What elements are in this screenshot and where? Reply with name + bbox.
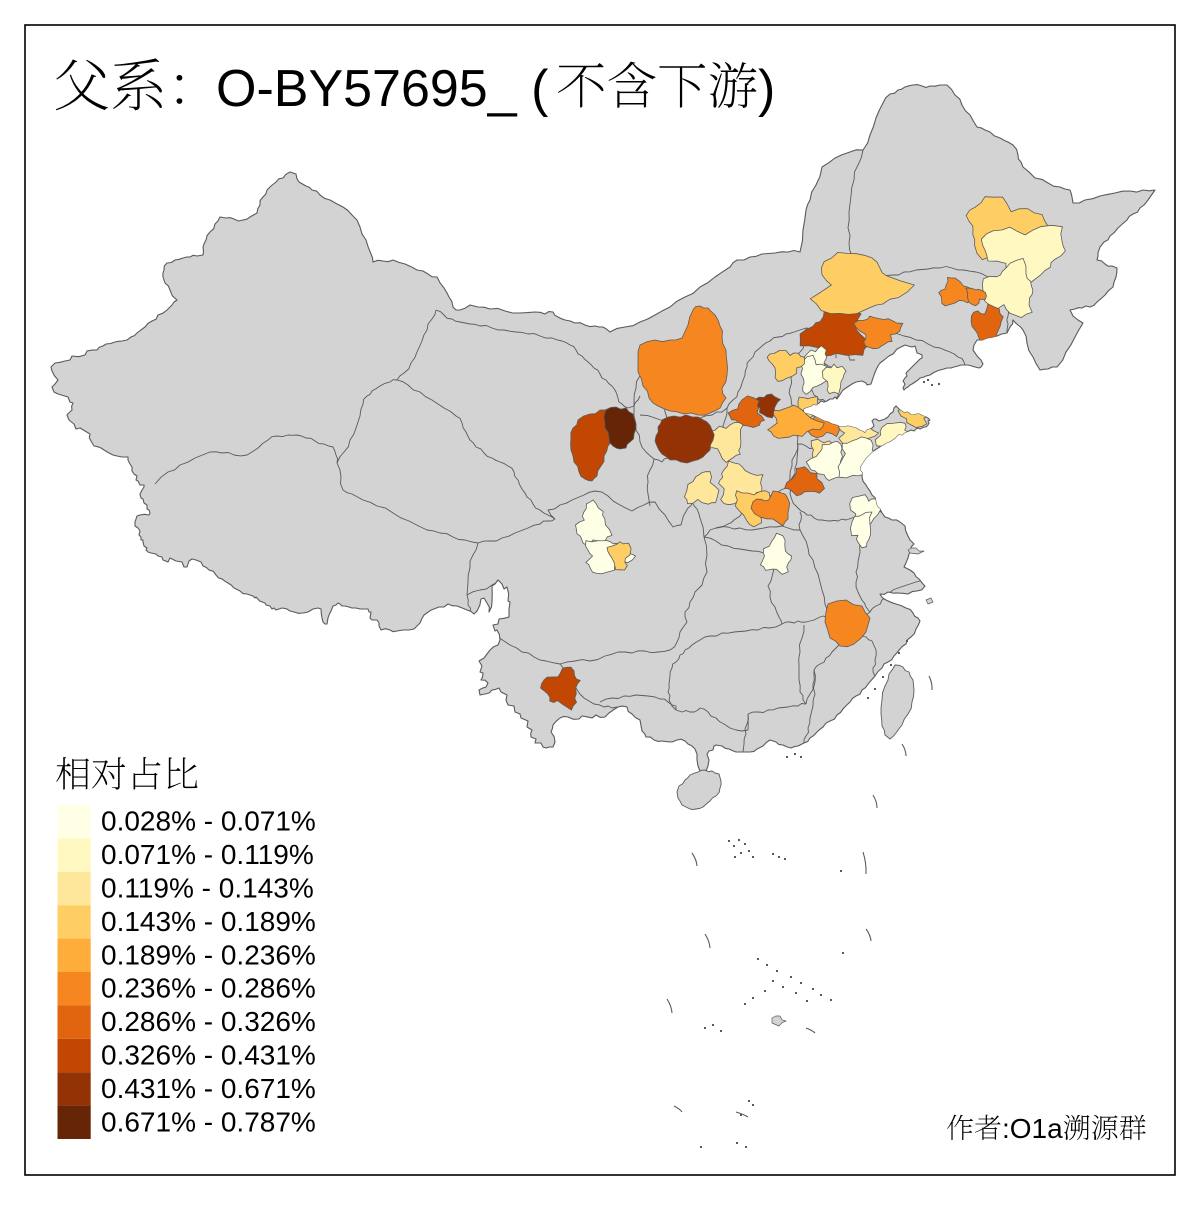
svg-text:0.671% - 0.787%: 0.671% - 0.787%: [101, 1106, 316, 1137]
svg-text:0.236% - 0.286%: 0.236% - 0.286%: [101, 973, 316, 1004]
svg-text:0.326% - 0.431%: 0.326% - 0.431%: [101, 1040, 316, 1071]
svg-text:0.071% - 0.119%: 0.071% - 0.119%: [101, 839, 314, 870]
svg-text:0.119% - 0.143%: 0.119% - 0.143%: [101, 873, 314, 904]
svg-text:0.189% - 0.236%: 0.189% - 0.236%: [101, 939, 316, 970]
svg-text::O1a: :O1a: [1002, 1113, 1063, 1144]
svg-text:0.286% - 0.326%: 0.286% - 0.326%: [101, 1006, 316, 1037]
svg-text:0.143% - 0.189%: 0.143% - 0.189%: [101, 906, 316, 937]
svg-text:0.028% - 0.071%: 0.028% - 0.071%: [101, 806, 316, 837]
svg-text:O-BY57695_ (: O-BY57695_ (: [216, 60, 549, 118]
svg-text:): ): [758, 60, 775, 118]
svg-text:0.431% - 0.671%: 0.431% - 0.671%: [101, 1073, 316, 1104]
